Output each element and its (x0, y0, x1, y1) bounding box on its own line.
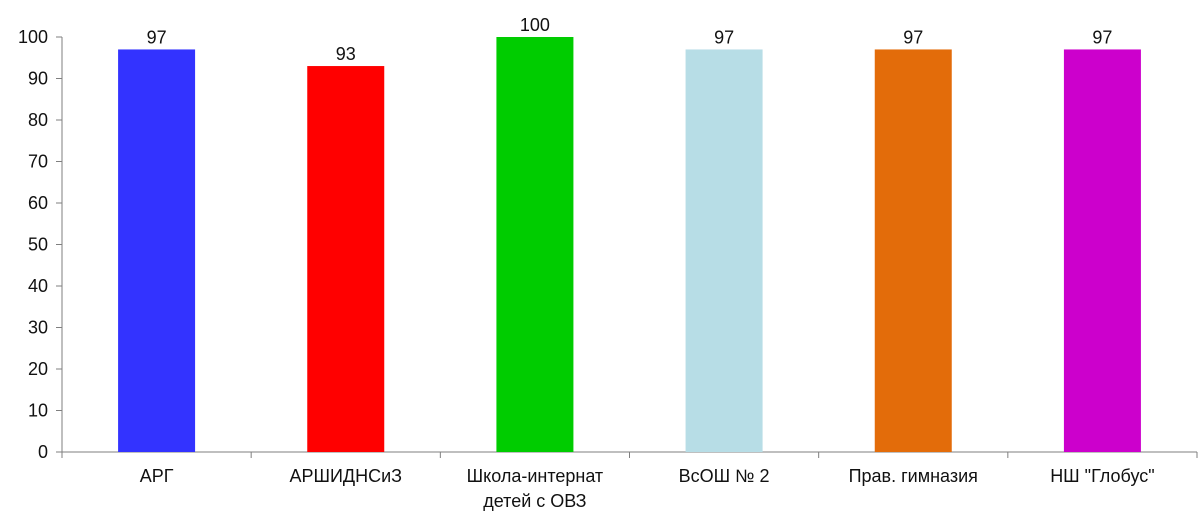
bar (307, 66, 385, 453)
bar (496, 37, 574, 452)
bar (118, 49, 196, 452)
y-tick-label: 30 (28, 318, 48, 338)
data-label: 93 (336, 44, 356, 64)
data-labels: 97 93 100 97 97 97 (147, 15, 1113, 64)
y-tick-label: 80 (28, 110, 48, 130)
data-label: 97 (714, 27, 734, 47)
data-label: 97 (147, 27, 167, 47)
x-axis (61, 451, 1198, 458)
category-labels: АРГ АРШИДНСиЗ Школа-интернат детей с ОВЗ ВсО… (140, 466, 1155, 511)
y-tick-label: 100 (18, 27, 48, 47)
data-label: 97 (903, 27, 923, 47)
x-tick-label: Школа-интернат детей с ОВЗ (467, 466, 604, 511)
bar (874, 49, 952, 452)
x-tick-label-line: ВсОШ № 2 (679, 466, 770, 486)
x-tick-label-line: детей с ОВЗ (483, 491, 586, 511)
y-tick-label: 40 (28, 276, 48, 296)
y-axis: 0 10 20 30 40 50 60 70 80 90 100 (18, 27, 63, 462)
y-tick-label: 60 (28, 193, 48, 213)
x-tick-label-line: АРГ (140, 466, 174, 486)
x-tick-label-line: НШ "Глобус" (1050, 466, 1154, 486)
x-tick-label: ВсОШ № 2 (679, 466, 770, 486)
x-tick-label: НШ "Глобус" (1050, 466, 1154, 486)
y-tick-label: 0 (38, 442, 48, 462)
data-label: 97 (1092, 27, 1112, 47)
y-tick-label: 10 (28, 401, 48, 421)
x-tick-label-line: АРШИДНСиЗ (289, 466, 402, 486)
y-tick-label: 70 (28, 152, 48, 172)
bar (1063, 49, 1141, 452)
x-tick-label: АРШИДНСиЗ (289, 466, 402, 486)
y-tick-label: 50 (28, 235, 48, 255)
y-tick-label: 20 (28, 359, 48, 379)
data-label: 100 (520, 15, 550, 35)
y-tick-label: 90 (28, 69, 48, 89)
x-tick-label: АРГ (140, 466, 174, 486)
x-tick-label-line: Прав. гимназия (849, 466, 978, 486)
bars (118, 37, 1141, 453)
x-tick-label: Прав. гимназия (849, 466, 978, 486)
x-tick-label-line: Школа-интернат (467, 466, 604, 486)
bar (685, 49, 763, 452)
